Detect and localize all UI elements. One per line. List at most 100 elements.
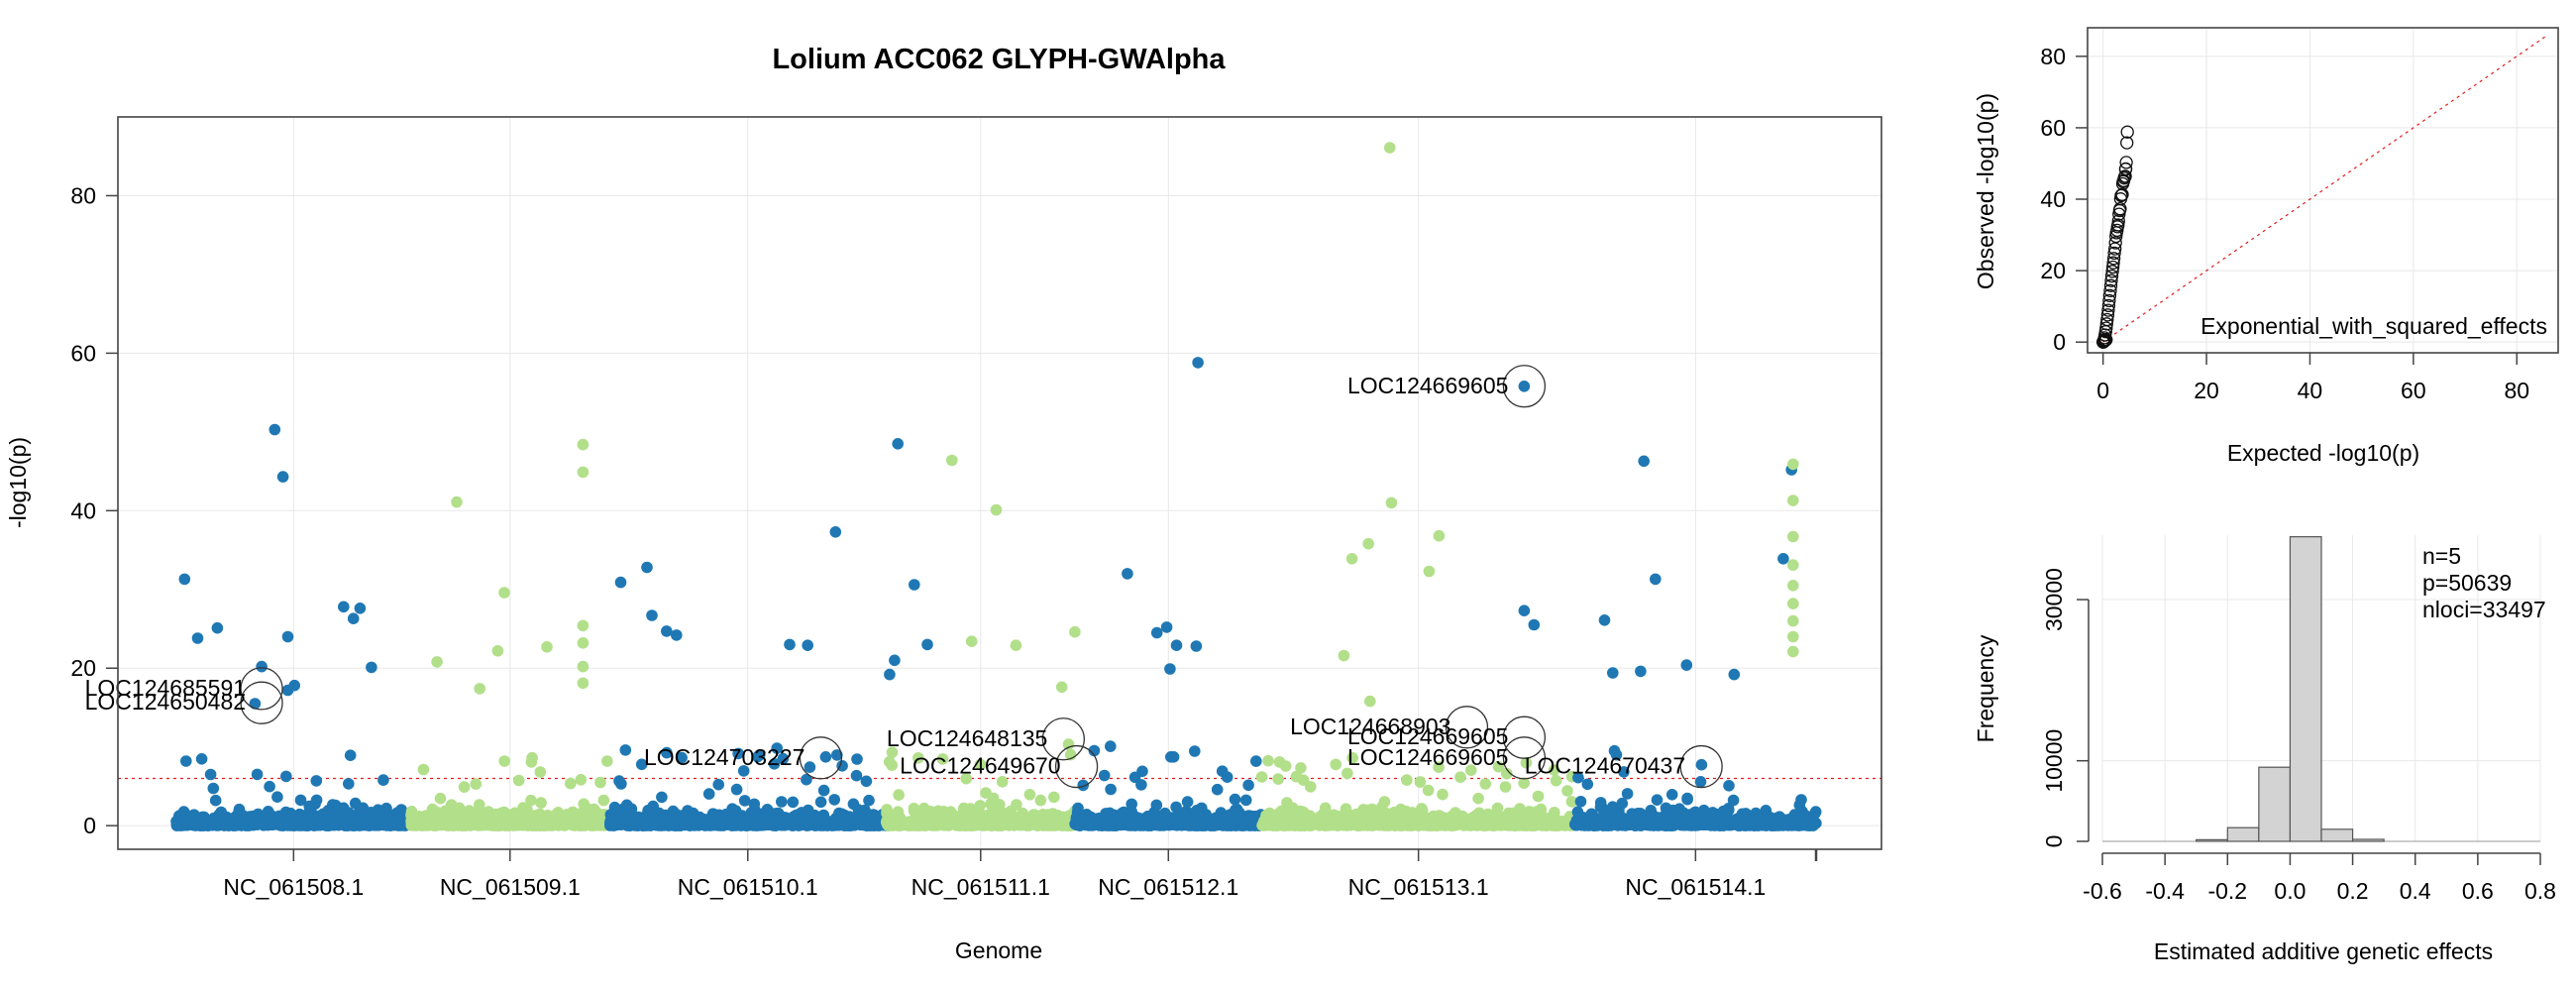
point (787, 796, 800, 809)
point (1491, 802, 1504, 815)
point (804, 761, 816, 773)
point (851, 753, 863, 765)
point (1422, 784, 1435, 797)
point (1229, 793, 1241, 806)
point (964, 816, 977, 827)
point (1435, 814, 1448, 826)
point (1244, 818, 1257, 830)
point (1113, 818, 1125, 830)
point (1098, 769, 1111, 782)
point (280, 770, 292, 783)
point (701, 818, 713, 830)
point (659, 815, 671, 826)
point (501, 814, 514, 826)
point (180, 755, 192, 767)
point (1485, 816, 1497, 828)
point (1454, 771, 1466, 783)
point (1250, 755, 1262, 767)
point (565, 777, 577, 790)
point (1098, 817, 1111, 829)
point (836, 817, 848, 829)
point (342, 820, 354, 831)
point (601, 755, 613, 767)
point (597, 794, 610, 807)
point (895, 819, 908, 831)
point (1000, 811, 1012, 823)
point (275, 818, 288, 830)
point (444, 802, 457, 814)
point (430, 806, 443, 819)
point (1366, 818, 1378, 830)
point (551, 813, 564, 825)
point (590, 807, 602, 819)
point (850, 769, 863, 782)
point (1150, 799, 1163, 812)
point (857, 814, 869, 826)
point (1048, 791, 1060, 804)
point (744, 819, 756, 830)
point (1014, 816, 1026, 828)
point (512, 774, 525, 787)
point (517, 802, 529, 814)
point (1376, 801, 1388, 814)
point (1694, 776, 1707, 788)
point (568, 820, 580, 831)
point (991, 802, 1004, 815)
point (582, 818, 593, 830)
point (1414, 776, 1427, 788)
point (749, 804, 761, 817)
point (526, 751, 538, 764)
point (1340, 803, 1352, 815)
point (1306, 819, 1319, 830)
point (1723, 780, 1735, 792)
point (1501, 820, 1513, 831)
chart-title: Lolium ACC062 GLYPH-GWAlpha (772, 44, 1226, 75)
point (293, 818, 306, 829)
point (619, 744, 632, 756)
point (1285, 816, 1297, 828)
point (814, 796, 827, 809)
point (1359, 804, 1372, 817)
point (1561, 785, 1573, 797)
point (1062, 738, 1075, 750)
point (448, 820, 460, 831)
point (1574, 796, 1587, 808)
point (828, 794, 840, 806)
point (656, 791, 668, 804)
point (1479, 778, 1492, 790)
point (1023, 789, 1036, 801)
point (1210, 818, 1222, 830)
point (594, 776, 606, 789)
point (1189, 745, 1201, 757)
point (1165, 751, 1177, 763)
point (383, 809, 395, 821)
point (294, 794, 307, 807)
point (980, 787, 992, 799)
point (886, 759, 898, 771)
point (316, 817, 329, 829)
point (847, 819, 859, 831)
point (247, 811, 260, 823)
point (377, 774, 389, 786)
point (1216, 765, 1229, 777)
point (608, 820, 621, 831)
point (776, 796, 788, 808)
point (333, 809, 346, 821)
point (1355, 815, 1367, 826)
point (512, 819, 524, 831)
point (310, 775, 323, 787)
point (222, 816, 234, 827)
point (303, 805, 316, 817)
point (434, 792, 447, 805)
point (1262, 754, 1274, 767)
point (207, 782, 220, 795)
point (1255, 771, 1268, 783)
grid (118, 117, 1881, 849)
point (1242, 779, 1254, 792)
point (251, 768, 264, 781)
point (388, 819, 401, 831)
point (359, 815, 371, 826)
point (813, 818, 826, 830)
point (893, 789, 905, 801)
